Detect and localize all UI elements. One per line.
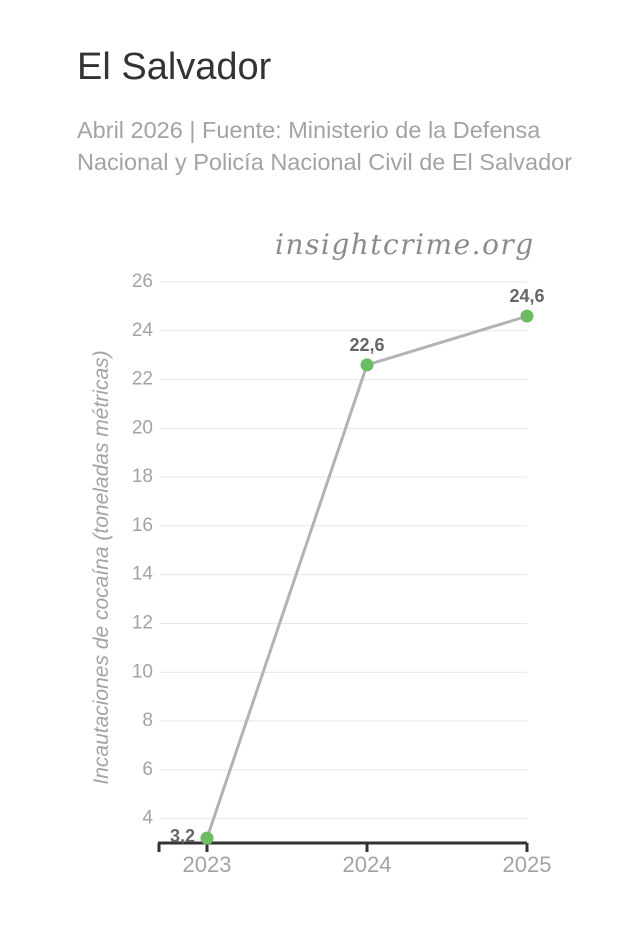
data-label: 22,6: [349, 335, 384, 355]
watermark: insightcrime.org: [275, 228, 535, 261]
chart-subtitle: Abril 2026 | Fuente: Ministerio de la De…: [77, 117, 573, 175]
data-point: [200, 831, 214, 845]
series-line-group: [200, 309, 534, 845]
x-tick-label: 2023: [183, 852, 232, 877]
data-label: 3,2: [170, 826, 195, 846]
y-tick-label: 22: [132, 369, 153, 390]
y-tick-label: 10: [132, 661, 153, 682]
y-axis-ticks: 4 6 8 10 12 14 16 18 20 22 24 26: [132, 271, 154, 829]
chart-title: El Salvador: [77, 46, 272, 88]
y-tick-label: 6: [142, 759, 153, 780]
series-line: [205, 314, 528, 839]
y-tick-label: 24: [132, 320, 154, 341]
x-axis: 2023 2024 2025: [157, 841, 552, 877]
y-tick-label: 4: [142, 808, 153, 829]
gridlines: [160, 281, 527, 820]
y-axis-label: Incautaciones de cocaína (toneladas métr…: [90, 350, 113, 784]
data-label: 24,6: [509, 286, 544, 306]
y-tick-label: 20: [132, 417, 153, 438]
y-tick-label: 16: [132, 515, 153, 536]
y-tick-label: 12: [132, 612, 153, 633]
data-labels: 3,2 22,6 24,6: [170, 286, 545, 846]
x-tick-label: 2024: [343, 852, 392, 877]
data-point: [360, 358, 374, 372]
y-tick-label: 8: [142, 710, 153, 731]
y-tick-label: 18: [132, 466, 153, 487]
y-tick-label: 14: [132, 564, 154, 585]
x-tick-label: 2025: [503, 852, 552, 877]
y-tick-label: 26: [132, 271, 153, 292]
data-point: [520, 309, 534, 323]
